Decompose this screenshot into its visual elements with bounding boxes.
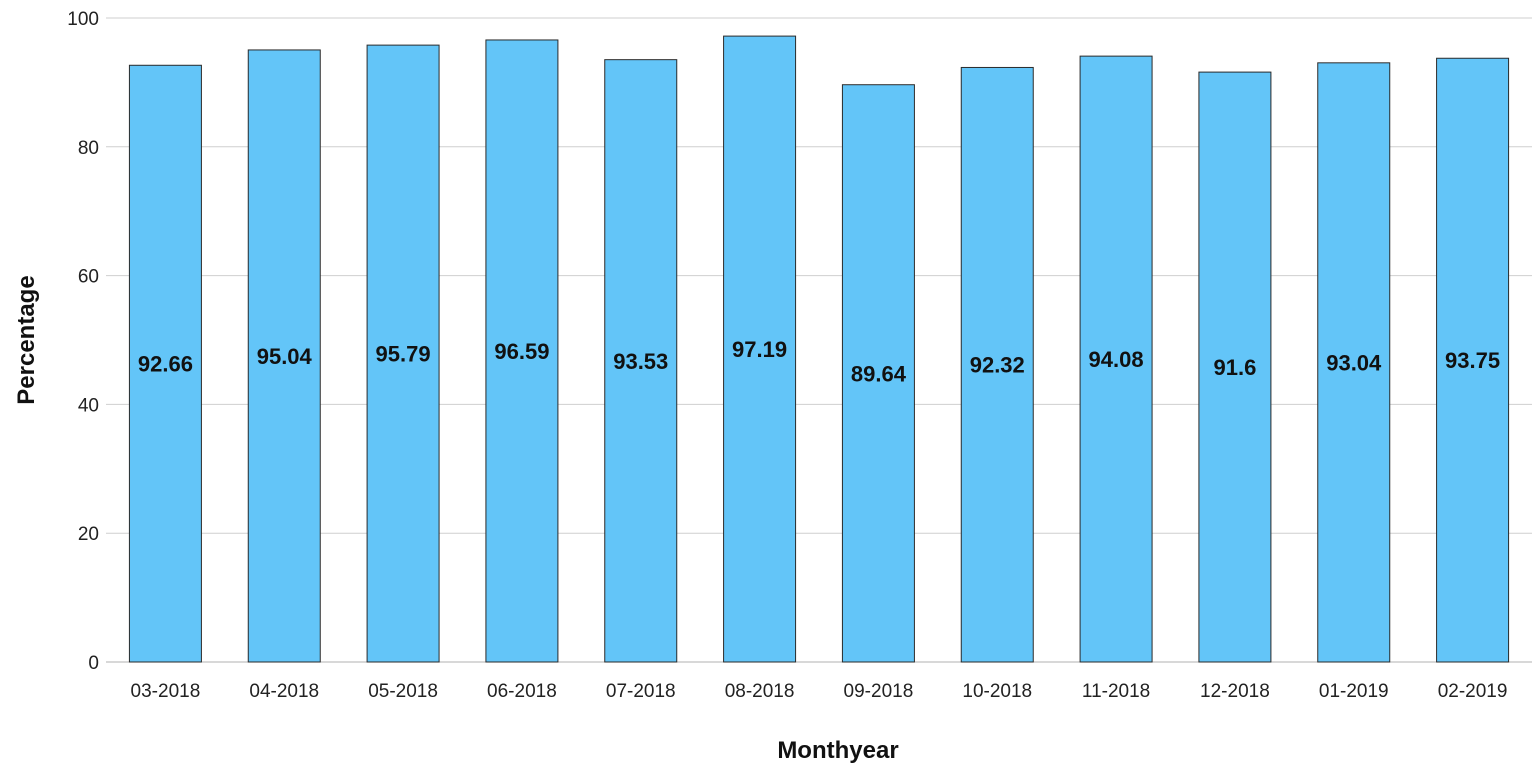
data-label: 95.04 xyxy=(257,344,313,369)
x-tick-label: 11-2018 xyxy=(1082,681,1150,702)
data-label: 93.04 xyxy=(1326,350,1382,375)
x-axis-title: Monthyear xyxy=(777,737,898,764)
bar xyxy=(1079,55,1153,663)
x-tick-label: 06-2018 xyxy=(487,681,557,702)
bar xyxy=(604,59,678,663)
x-tick-label: 12-2018 xyxy=(1200,681,1270,702)
bar xyxy=(128,64,202,663)
y-axis-title: Percentage xyxy=(13,275,40,404)
x-tick-label: 02-2019 xyxy=(1438,681,1508,702)
x-tick-label: 01-2019 xyxy=(1319,681,1389,702)
data-label: 93.75 xyxy=(1445,348,1500,373)
y-tick-label: 60 xyxy=(78,267,99,288)
data-label: 91.6 xyxy=(1214,355,1257,380)
bar xyxy=(841,84,915,663)
data-label: 94.08 xyxy=(1089,347,1144,372)
x-tick-label: 07-2018 xyxy=(606,681,676,702)
data-label: 92.66 xyxy=(138,352,193,377)
data-label: 92.32 xyxy=(970,353,1025,378)
data-label: 93.53 xyxy=(613,349,668,374)
y-tick-label: 100 xyxy=(67,9,99,30)
x-tick-label: 08-2018 xyxy=(725,681,795,702)
gridlines xyxy=(106,17,1532,663)
y-tick-label: 40 xyxy=(78,395,99,416)
bar xyxy=(485,39,559,663)
bars xyxy=(128,35,1510,663)
bar xyxy=(1198,71,1272,663)
data-labels: 92.66 95.04 95.79 96.59 93.53 97.19 89.64 92.32… xyxy=(138,337,1500,386)
bar xyxy=(960,66,1034,663)
x-tick-label: 05-2018 xyxy=(368,681,438,702)
y-axis-ticks: 0 20 40 60 80 100 xyxy=(67,9,99,674)
bar xyxy=(1436,57,1510,663)
x-tick-label: 03-2018 xyxy=(131,681,201,702)
data-label: 96.59 xyxy=(494,339,549,364)
y-tick-label: 20 xyxy=(78,524,99,545)
data-label: 97.19 xyxy=(732,337,787,362)
bar xyxy=(366,44,440,663)
data-label: 95.79 xyxy=(376,342,431,367)
y-tick-label: 80 xyxy=(78,138,99,159)
x-tick-label: 04-2018 xyxy=(249,681,319,702)
data-label: 89.64 xyxy=(851,361,907,386)
bar xyxy=(1317,62,1391,663)
x-tick-label: 09-2018 xyxy=(844,681,914,702)
x-axis-ticks: 03-2018 04-2018 05-2018 06-2018 07-2018 08-20… xyxy=(131,681,1508,702)
bar xyxy=(247,49,321,663)
y-tick-label: 0 xyxy=(88,653,99,674)
x-tick-label: 10-2018 xyxy=(962,681,1032,702)
bar xyxy=(723,35,797,663)
